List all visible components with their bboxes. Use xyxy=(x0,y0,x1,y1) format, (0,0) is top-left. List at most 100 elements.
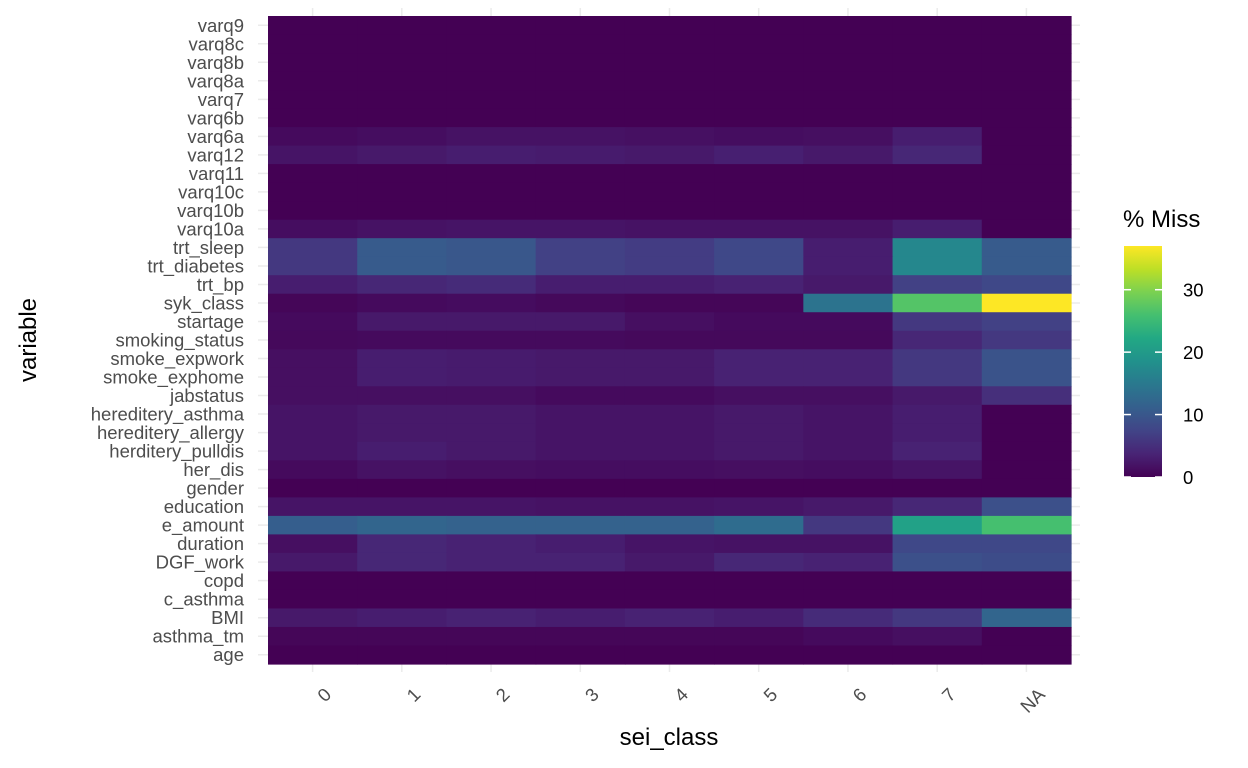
heatmap-cell xyxy=(892,330,983,350)
y-tick-label: BMI xyxy=(211,607,244,628)
legend-color-bar xyxy=(1124,246,1162,477)
heatmap-cell xyxy=(981,108,1072,128)
heatmap-cell xyxy=(803,145,894,165)
heatmap-cell xyxy=(714,645,804,665)
heatmap-cell xyxy=(357,71,448,91)
heatmap-cell xyxy=(535,589,626,610)
heatmap-cell xyxy=(892,478,983,498)
y-tick-label: gender xyxy=(186,478,244,499)
heatmap-cell xyxy=(803,34,894,54)
heatmap-cell xyxy=(981,293,1072,313)
heatmap-cell xyxy=(624,312,715,332)
heatmap-cell xyxy=(535,404,626,424)
heatmap-cell xyxy=(892,386,983,406)
heatmap-cell xyxy=(446,108,537,128)
heatmap-cell xyxy=(624,330,715,350)
heatmap-cell xyxy=(357,275,448,295)
heatmap-cell xyxy=(714,90,804,110)
heatmap-cell xyxy=(268,34,358,54)
heatmap-cell xyxy=(357,90,448,110)
heatmap-cell xyxy=(357,182,448,202)
x-axis-ticks: 0 1 2 3 4 5 6 7 NA xyxy=(313,683,1049,716)
heatmap-cell xyxy=(803,256,894,276)
heatmap-cell xyxy=(803,589,894,610)
heatmap-cell xyxy=(803,515,894,535)
heatmap-cell xyxy=(357,460,448,480)
x-tick-label: 4 xyxy=(670,684,692,706)
heatmap-cell xyxy=(535,108,626,128)
x-axis-title: sei_class xyxy=(620,724,719,751)
x-tick-label: 3 xyxy=(581,684,603,706)
heatmap-cell xyxy=(624,460,715,480)
heatmap-cell xyxy=(535,164,626,184)
heatmap-cell xyxy=(357,256,448,276)
heatmap-cell xyxy=(357,330,448,350)
y-axis-title: variable xyxy=(15,298,42,382)
heatmap-cell xyxy=(535,571,626,591)
heatmap-cell xyxy=(892,312,983,332)
heatmap-cell xyxy=(981,589,1072,610)
heatmap-cell xyxy=(803,182,894,202)
heatmap-cell xyxy=(535,645,626,665)
heatmap-cell xyxy=(892,145,983,165)
heatmap-cell xyxy=(535,71,626,91)
heatmap-cell xyxy=(803,53,894,73)
heatmap-cell xyxy=(803,90,894,110)
heatmap-cell xyxy=(624,404,715,424)
heatmap-cell xyxy=(981,478,1072,498)
heatmap-cell xyxy=(892,201,983,221)
heatmap-cell xyxy=(446,219,537,239)
y-tick-label: jabstatus xyxy=(169,385,244,406)
heatmap-cell xyxy=(892,127,983,147)
heatmap-cell xyxy=(981,275,1072,295)
y-tick-label: varq8c xyxy=(188,33,244,54)
y-tick-label: herditery_pulldis xyxy=(109,441,244,463)
heatmap-cell xyxy=(892,108,983,128)
heatmap-cell xyxy=(981,53,1072,73)
heatmap-cell xyxy=(357,626,448,647)
heatmap-cell xyxy=(446,367,537,387)
heatmap-cell xyxy=(714,404,804,424)
heatmap-cell xyxy=(624,515,715,535)
heatmap-cell xyxy=(803,404,894,424)
heatmap-cell xyxy=(714,626,804,647)
y-tick-label: c_asthma xyxy=(164,589,245,611)
heatmap-cell xyxy=(268,219,358,239)
heatmap-cell xyxy=(268,164,358,184)
heatmap-cell xyxy=(624,201,715,221)
heatmap-cell xyxy=(803,219,894,239)
heatmap-cell xyxy=(535,626,626,647)
heatmap-cell xyxy=(624,626,715,647)
heatmap-cell xyxy=(714,127,804,147)
x-tick-label: 7 xyxy=(938,684,960,706)
heatmap-cell xyxy=(268,53,358,73)
heatmap-cell xyxy=(981,515,1072,535)
heatmap-cell xyxy=(446,552,537,573)
heatmap-cell xyxy=(357,441,448,461)
heatmap-cell xyxy=(892,53,983,73)
heatmap-cell xyxy=(268,312,358,332)
heatmap-cell xyxy=(535,515,626,535)
heatmap-cell xyxy=(624,71,715,91)
heatmap-cell xyxy=(446,423,537,443)
y-tick-label: education xyxy=(164,496,244,517)
legend-title: % Miss xyxy=(1123,206,1200,233)
heatmap-cell xyxy=(446,386,537,406)
heatmap-cell xyxy=(803,423,894,443)
heatmap-cell xyxy=(535,16,626,36)
heatmap-cell xyxy=(624,293,715,313)
y-tick-label: duration xyxy=(177,533,244,554)
heatmap-cell xyxy=(803,238,894,258)
heatmap-cell xyxy=(803,460,894,480)
heatmap-cell xyxy=(357,34,448,54)
heatmap-cell xyxy=(803,127,894,147)
heatmap-cell xyxy=(892,626,983,647)
heatmap-cell xyxy=(803,645,894,665)
heatmap-cell xyxy=(268,534,358,554)
heatmap-cell xyxy=(268,275,358,295)
heatmap-cell xyxy=(535,534,626,554)
heatmap-cell xyxy=(714,293,804,313)
heatmap-cell xyxy=(624,108,715,128)
heatmap-cell xyxy=(535,293,626,313)
y-tick-label: trt_sleep xyxy=(173,237,244,259)
